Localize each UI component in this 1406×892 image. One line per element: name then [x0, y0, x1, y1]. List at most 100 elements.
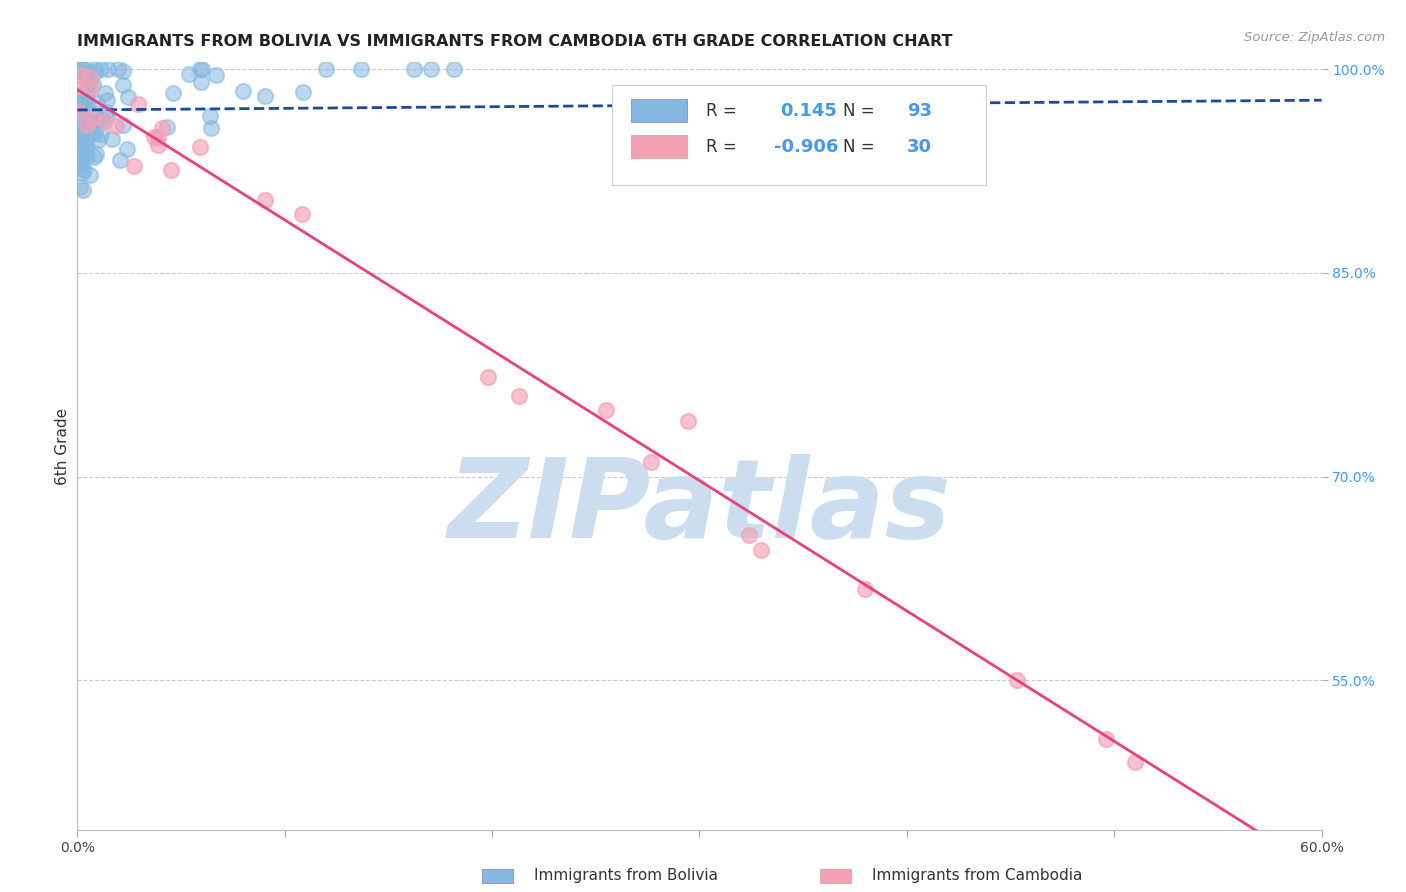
- Point: [86, 133, 108, 147]
- Point: [89, 112, 111, 127]
- Point: [86, 95, 108, 110]
- Point: [190, 74, 212, 88]
- Point: [82, 119, 104, 133]
- Point: [70, 94, 93, 108]
- Point: [84, 126, 107, 140]
- Point: [69, 126, 91, 140]
- Point: [477, 370, 499, 384]
- Point: [67, 79, 90, 94]
- Point: [79, 104, 101, 119]
- Point: [83, 65, 105, 79]
- Point: [67, 103, 90, 118]
- Point: [595, 403, 617, 417]
- Point: [73, 139, 96, 153]
- Point: [1005, 673, 1028, 688]
- Text: Source: ZipAtlas.com: Source: ZipAtlas.com: [1244, 31, 1385, 45]
- Point: [73, 94, 96, 108]
- Point: [155, 120, 177, 134]
- Bar: [631, 136, 688, 159]
- Point: [108, 153, 131, 167]
- Point: [162, 86, 184, 100]
- Text: Immigrants from Cambodia: Immigrants from Cambodia: [872, 869, 1083, 883]
- Point: [70, 68, 93, 82]
- Y-axis label: 6th Grade: 6th Grade: [55, 408, 70, 484]
- Point: [115, 142, 138, 156]
- Point: [70, 97, 93, 112]
- Point: [76, 85, 98, 99]
- Point: [96, 93, 118, 107]
- Point: [69, 69, 91, 83]
- Point: [70, 161, 93, 175]
- Point: [72, 109, 94, 123]
- Point: [83, 62, 105, 77]
- Point: [69, 65, 91, 79]
- Point: [90, 127, 112, 141]
- Point: [160, 163, 183, 178]
- Text: IMMIGRANTS FROM BOLIVIA VS IMMIGRANTS FROM CAMBODIA 6TH GRADE CORRELATION CHART: IMMIGRANTS FROM BOLIVIA VS IMMIGRANTS FR…: [77, 34, 953, 49]
- Point: [75, 129, 97, 144]
- Point: [70, 64, 93, 78]
- Point: [70, 141, 93, 155]
- Point: [72, 134, 94, 148]
- Point: [146, 129, 169, 144]
- Point: [101, 131, 124, 145]
- Point: [188, 62, 211, 77]
- Point: [96, 105, 118, 120]
- Point: [107, 62, 129, 77]
- Point: [72, 183, 94, 197]
- Point: [76, 149, 98, 163]
- Point: [70, 126, 93, 140]
- Point: [76, 116, 98, 130]
- Point: [117, 90, 139, 104]
- Point: [111, 64, 134, 78]
- Text: 93: 93: [907, 102, 932, 120]
- Point: [67, 155, 90, 169]
- Point: [76, 139, 98, 153]
- Point: [105, 119, 128, 133]
- Point: [75, 62, 97, 77]
- Point: [72, 90, 94, 104]
- Point: [84, 147, 107, 161]
- Text: -0.906: -0.906: [775, 138, 838, 156]
- Text: R =: R =: [706, 138, 742, 156]
- Point: [97, 62, 120, 77]
- Point: [127, 97, 149, 112]
- Point: [111, 118, 134, 132]
- Text: 30: 30: [907, 138, 932, 156]
- Point: [96, 109, 118, 123]
- Point: [94, 114, 117, 128]
- Point: [72, 87, 94, 101]
- Point: [75, 148, 97, 162]
- Point: [419, 62, 441, 77]
- Bar: [613, 86, 986, 186]
- Point: [142, 130, 165, 145]
- Point: [751, 543, 773, 558]
- Point: [83, 114, 105, 128]
- Point: [70, 165, 93, 179]
- Point: [198, 109, 221, 123]
- Point: [76, 118, 98, 132]
- Bar: [631, 99, 688, 122]
- Point: [69, 62, 91, 77]
- Point: [291, 207, 314, 221]
- Point: [191, 62, 214, 77]
- Point: [67, 156, 90, 170]
- Text: N =: N =: [842, 138, 880, 156]
- Text: ZIPatlas: ZIPatlas: [447, 454, 952, 561]
- Point: [205, 68, 228, 82]
- Point: [72, 102, 94, 116]
- Point: [738, 528, 761, 542]
- Point: [69, 153, 91, 168]
- Point: [188, 139, 211, 153]
- Point: [89, 62, 111, 77]
- Point: [75, 126, 97, 140]
- Point: [1123, 755, 1146, 769]
- Text: R =: R =: [706, 102, 742, 120]
- Point: [349, 62, 371, 77]
- Point: [67, 142, 90, 156]
- Point: [150, 121, 173, 136]
- Point: [73, 163, 96, 178]
- Text: Immigrants from Bolivia: Immigrants from Bolivia: [534, 869, 718, 883]
- Point: [75, 136, 97, 151]
- Point: [177, 67, 200, 81]
